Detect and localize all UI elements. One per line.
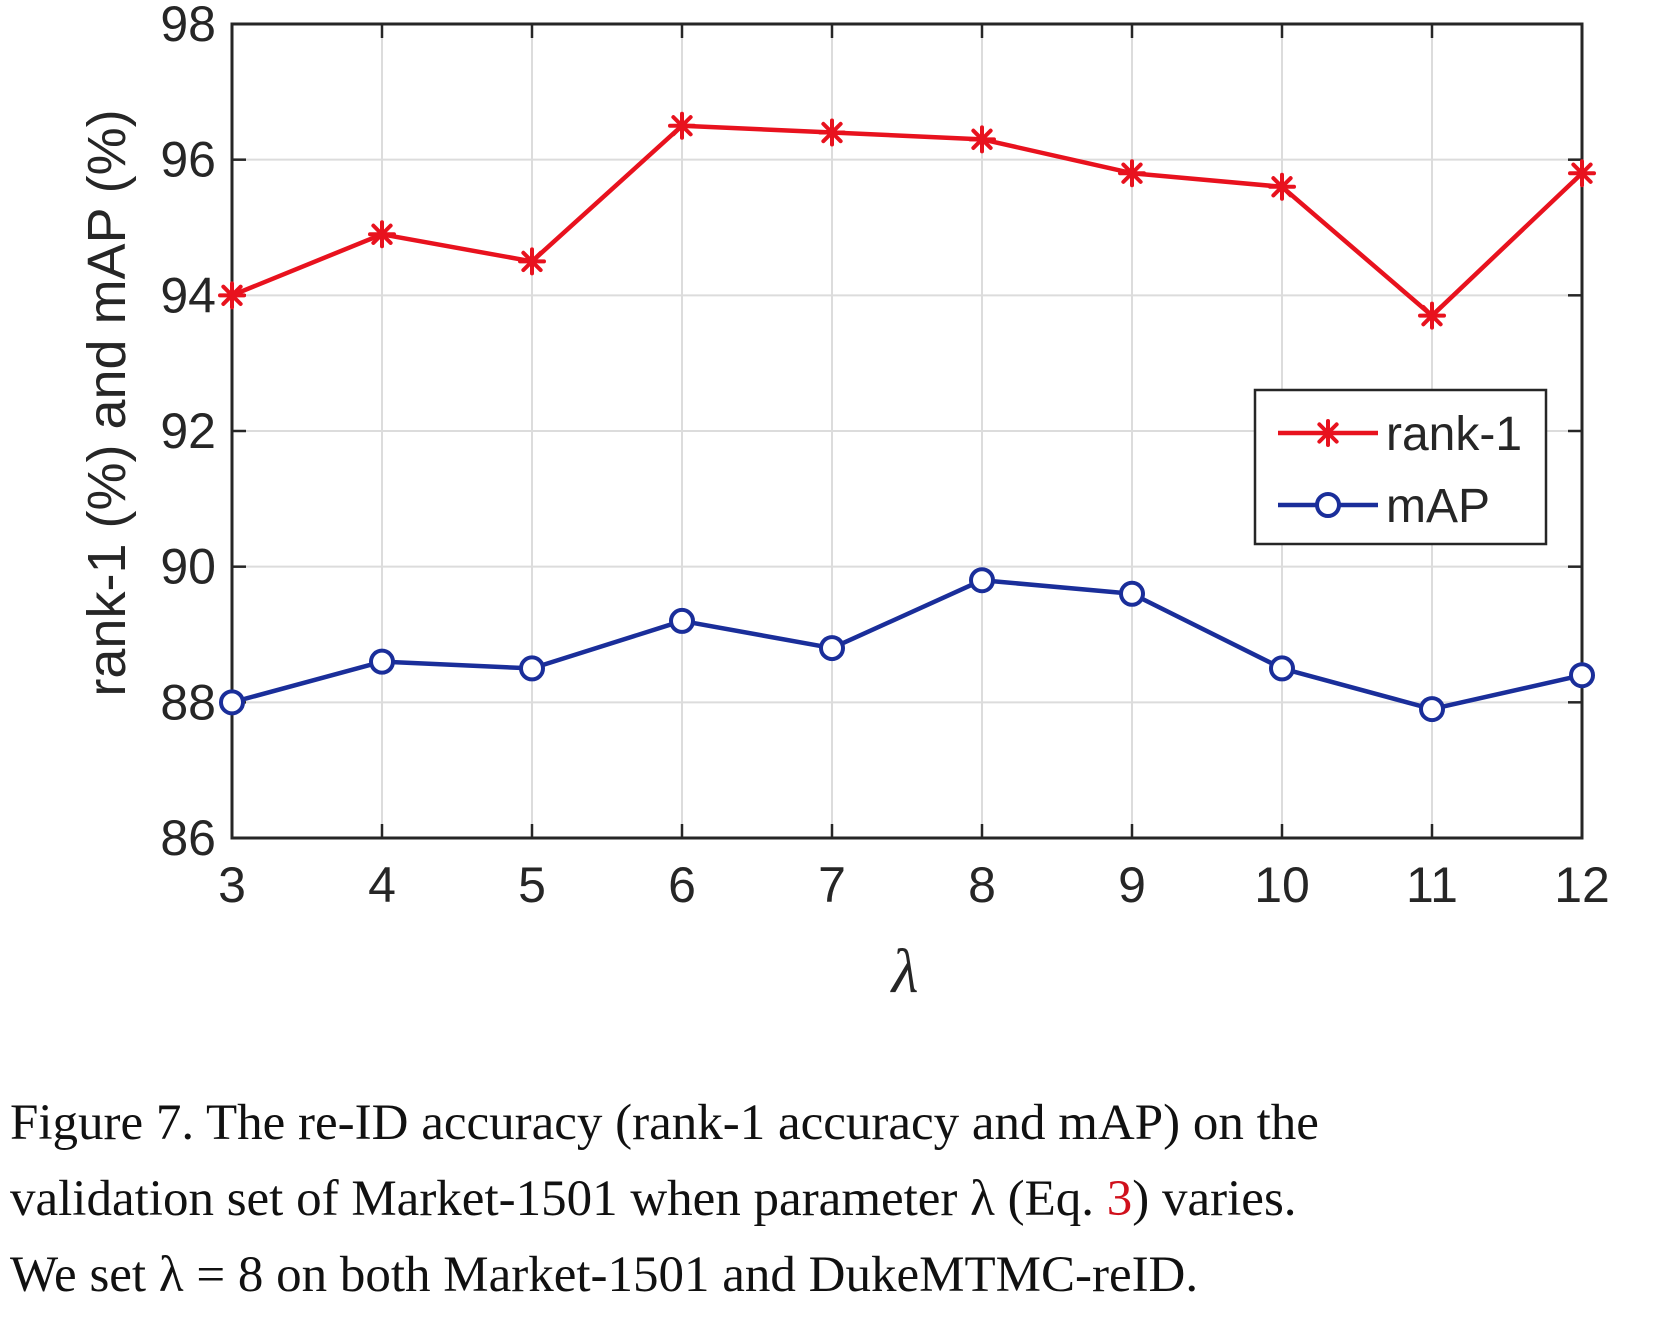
x-tick-label: 5 — [518, 857, 546, 913]
x-tick-label: 8 — [968, 857, 996, 913]
line-chart: 86 88 90 92 94 96 98 3 4 5 6 7 8 9 10 11 12 rank-1 (%) … — [77, 0, 1610, 1006]
legend-marker-mAP — [1315, 492, 1341, 518]
y-tick-label: 88 — [160, 674, 216, 730]
legend-box — [1253, 388, 1548, 546]
data-series — [218, 111, 1596, 723]
equation-reference-link[interactable]: 3 — [1106, 1171, 1133, 1227]
y-tick-label: 96 — [160, 132, 216, 188]
series-line-mAP — [231, 577, 1583, 712]
caption-line-2-text: validation set of Market-1501 when param… — [10, 1171, 1107, 1227]
figure-caption: Figure 7. The re-ID accuracy (rank-1 acc… — [10, 1085, 1660, 1313]
x-tick-label: 10 — [1254, 857, 1310, 913]
grid-lines — [231, 23, 1583, 839]
x-axis-label: λ — [890, 938, 919, 1006]
legend-label-mAP: mAP — [1386, 480, 1490, 533]
data-point-rank-1 — [218, 281, 246, 310]
x-tick-label: 6 — [668, 857, 696, 913]
data-point-mAP — [669, 607, 695, 634]
x-tick-label: 12 — [1554, 857, 1610, 913]
data-point-rank-1 — [368, 220, 396, 249]
y-tick-label: 94 — [160, 267, 216, 323]
legend: rank-1 mAP — [1253, 388, 1548, 546]
data-point-rank-1 — [1118, 159, 1146, 188]
data-point-mAP — [1269, 655, 1295, 682]
data-point-rank-1 — [1268, 172, 1296, 201]
caption-line-2-suffix: ) varies. — [1132, 1171, 1297, 1227]
data-point-mAP — [219, 689, 245, 716]
y-axis-label: rank-1 (%) and mAP (%) — [77, 109, 137, 696]
data-point-mAP — [1419, 696, 1445, 723]
x-axis-ticks: 3 4 5 6 7 8 9 10 11 12 — [218, 24, 1610, 913]
y-tick-label: 90 — [160, 539, 216, 595]
caption-line-1: Figure 7. The re-ID accuracy (rank-1 acc… — [10, 1095, 1319, 1151]
series-rank-1 — [218, 111, 1596, 330]
data-point-rank-1 — [1568, 159, 1596, 188]
y-tick-label: 98 — [160, 0, 216, 52]
data-point-rank-1 — [968, 125, 996, 154]
data-point-rank-1 — [668, 111, 696, 140]
data-point-mAP — [969, 567, 995, 594]
data-point-rank-1 — [518, 247, 546, 276]
data-point-mAP — [1569, 662, 1595, 689]
caption-line-2: validation set of Market-1501 when param… — [10, 1161, 1660, 1237]
caption-line-3: We set λ = 8 on both Market-1501 and Duk… — [10, 1247, 1199, 1303]
x-tick-label: 3 — [218, 857, 246, 913]
series-mAP — [219, 567, 1595, 723]
legend-marker-rank-1 — [1314, 419, 1342, 447]
data-point-mAP — [369, 648, 395, 675]
legend-label-rank-1: rank-1 — [1386, 408, 1522, 461]
data-point-mAP — [1119, 580, 1145, 607]
x-tick-label: 11 — [1406, 857, 1458, 913]
y-tick-label: 92 — [160, 403, 216, 459]
data-point-rank-1 — [818, 118, 846, 147]
data-point-rank-1 — [1418, 301, 1446, 330]
y-tick-label: 86 — [160, 810, 216, 866]
data-point-mAP — [819, 635, 845, 662]
x-tick-label: 9 — [1118, 857, 1146, 913]
y-axis-ticks: 86 88 90 92 94 96 98 — [160, 0, 1582, 866]
data-point-mAP — [519, 655, 545, 682]
x-tick-label: 4 — [368, 857, 396, 913]
series-line-rank-1 — [231, 123, 1584, 318]
x-tick-label: 7 — [818, 857, 846, 913]
